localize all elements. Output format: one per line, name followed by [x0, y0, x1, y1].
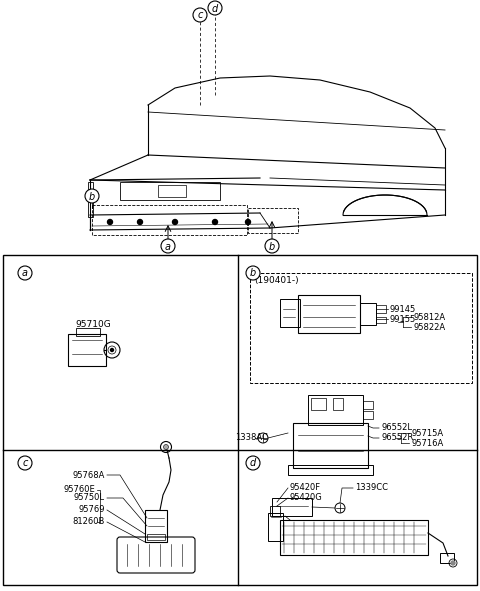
Text: 95822A: 95822A — [413, 323, 445, 332]
Bar — [120, 182, 220, 200]
Text: b: b — [269, 242, 275, 252]
Circle shape — [246, 456, 260, 470]
Text: 95769: 95769 — [79, 505, 105, 515]
Circle shape — [245, 219, 251, 225]
Text: 95812A: 95812A — [413, 313, 445, 322]
Text: b: b — [250, 268, 256, 278]
Text: b: b — [89, 191, 95, 202]
Bar — [298, 295, 360, 333]
Text: 96552R: 96552R — [381, 434, 413, 443]
Bar — [268, 513, 283, 541]
Circle shape — [164, 444, 168, 450]
Circle shape — [137, 219, 143, 225]
Bar — [280, 299, 300, 327]
Bar — [363, 401, 373, 409]
Text: 95420F: 95420F — [290, 483, 321, 492]
Circle shape — [85, 189, 99, 203]
Bar — [376, 305, 386, 313]
Bar — [145, 510, 167, 542]
Text: 96552L: 96552L — [381, 424, 412, 433]
Bar — [333, 398, 343, 410]
Bar — [88, 182, 93, 217]
Bar — [363, 411, 373, 419]
Text: a: a — [165, 242, 171, 252]
Text: 95760E: 95760E — [63, 485, 95, 495]
Circle shape — [451, 561, 455, 565]
Bar — [250, 273, 472, 383]
Bar — [248, 208, 298, 233]
Bar — [440, 553, 454, 563]
Text: c: c — [197, 11, 203, 21]
Text: 1339CC: 1339CC — [355, 483, 388, 492]
Text: d: d — [250, 459, 256, 469]
Circle shape — [108, 219, 112, 225]
Text: d: d — [212, 4, 218, 14]
Bar — [76, 328, 100, 336]
Bar — [68, 334, 106, 366]
Circle shape — [172, 219, 178, 225]
Bar — [3, 255, 477, 585]
Bar — [311, 398, 326, 410]
Circle shape — [246, 266, 260, 280]
Text: 99145: 99145 — [390, 304, 416, 313]
Bar — [360, 303, 376, 325]
Circle shape — [213, 219, 217, 225]
Circle shape — [110, 349, 113, 352]
Text: 95768A: 95768A — [72, 470, 105, 479]
Bar — [308, 395, 363, 425]
Bar — [270, 506, 280, 516]
Circle shape — [161, 239, 175, 253]
Text: 95420G: 95420G — [290, 493, 323, 502]
Text: 95750L: 95750L — [74, 493, 105, 502]
Bar — [147, 534, 165, 540]
Bar — [293, 423, 368, 468]
Bar — [158, 185, 186, 197]
Bar — [288, 465, 373, 475]
Bar — [376, 317, 386, 323]
Bar — [280, 520, 428, 555]
Text: a: a — [22, 268, 28, 278]
Circle shape — [18, 456, 32, 470]
Text: 1338AC: 1338AC — [235, 434, 268, 443]
Circle shape — [265, 239, 279, 253]
Text: 81260B: 81260B — [72, 518, 105, 527]
Circle shape — [193, 8, 207, 22]
Circle shape — [18, 266, 32, 280]
Text: 95710G: 95710G — [75, 320, 111, 329]
Text: (190401-): (190401-) — [254, 277, 299, 285]
Text: c: c — [22, 459, 28, 469]
Circle shape — [208, 1, 222, 15]
Bar — [272, 498, 312, 516]
Text: 95715A: 95715A — [411, 428, 443, 437]
Bar — [92, 205, 247, 235]
Text: 99155: 99155 — [390, 314, 416, 323]
Text: 95716A: 95716A — [411, 439, 443, 447]
